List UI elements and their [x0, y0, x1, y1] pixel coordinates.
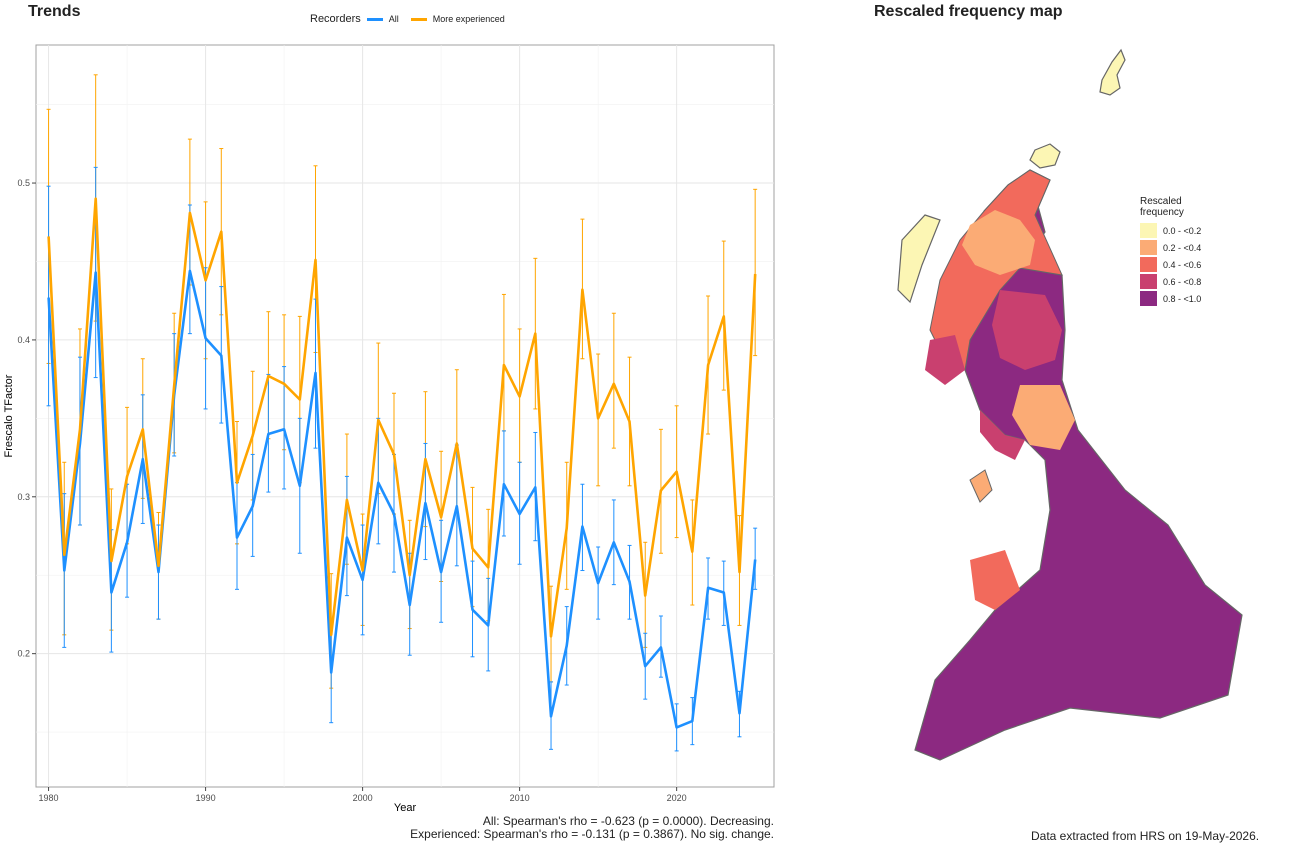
- map-ireland-north: [969, 469, 993, 503]
- plot-panel: [35, 44, 775, 788]
- trend-chart: 1980 1990 2000 2010 2020 0.2 0.3 0.4 0.5 Year Fr…: [3, 44, 775, 814]
- map-legend: Rescaled frequency 0.0 - <0.2 0.2 - <0.4…: [1140, 196, 1201, 307]
- legend-swatch-experienced: [410, 17, 427, 21]
- legend-range-label: 0.6 - <0.8: [1163, 276, 1202, 287]
- legend-swatch: [1140, 274, 1157, 289]
- legend-swatch: [1140, 291, 1157, 306]
- y-tick-label: 0.5: [17, 178, 30, 188]
- map-shetland: [1099, 48, 1126, 96]
- y-axis-label: Frescalo TFactor: [3, 374, 15, 457]
- map-west-isles: [897, 214, 941, 304]
- series-legend: Recorders All More experienced: [310, 13, 505, 25]
- legend-label-all: All: [388, 14, 399, 24]
- legend-range-label: 0.0 - <0.2: [1163, 225, 1202, 236]
- frequency-map: [897, 48, 1243, 761]
- legend-swatch: [1140, 257, 1157, 272]
- y-tick-label: 0.3: [17, 492, 30, 502]
- map-legend-row: 0.6 - <0.8: [1140, 273, 1201, 290]
- legend-range-label: 0.2 - <0.4: [1163, 242, 1202, 253]
- legend-range-label: 0.4 - <0.6: [1163, 259, 1202, 270]
- legend-label-experienced: More experienced: [432, 14, 505, 24]
- x-tick-label: 2000: [353, 793, 373, 803]
- series-line-experienced: [47, 197, 757, 638]
- map-legend-row: 0.0 - <0.2: [1140, 222, 1201, 239]
- legend-swatch: [1140, 223, 1157, 238]
- map-mainland: [914, 169, 1243, 761]
- legend-swatch: [1140, 240, 1157, 255]
- legend-title: Recorders: [310, 13, 361, 25]
- data-extraction-note: Data extracted from HRS on 19-May-2026.: [1031, 829, 1260, 843]
- x-tick-label: 2010: [510, 793, 530, 803]
- map-legend-row: 0.4 - <0.6: [1140, 256, 1201, 273]
- map-legend-title: Rescaled frequency: [1140, 196, 1184, 218]
- x-tick-label: 2020: [667, 793, 687, 803]
- x-tick-label: 1990: [196, 793, 216, 803]
- y-tick-label: 0.4: [17, 335, 30, 345]
- x-axis-label: Year: [394, 802, 417, 814]
- stats-experienced: Experienced: Spearman's rho = -0.131 (p …: [410, 827, 774, 841]
- map-title: Rescaled frequency map: [874, 3, 1063, 20]
- map-legend-row: 0.8 - <1.0: [1140, 290, 1201, 307]
- y-tick-label: 0.2: [17, 649, 30, 659]
- series-lines: [47, 197, 757, 729]
- trends-title: Trends: [28, 3, 81, 20]
- x-tick-label: 1980: [39, 793, 59, 803]
- spearman-stats: All: Spearman's rho = -0.623 (p = 0.0000…: [410, 815, 774, 841]
- map-legend-row: 0.2 - <0.4: [1140, 239, 1201, 256]
- map-orkney: [1029, 143, 1061, 169]
- legend-swatch-all: [366, 17, 383, 21]
- stats-all: All: Spearman's rho = -0.623 (p = 0.0000…: [482, 814, 774, 828]
- legend-range-label: 0.8 - <1.0: [1163, 293, 1202, 304]
- axis-ticks: 1980 1990 2000 2010 2020 0.2 0.3 0.4 0.5: [17, 178, 686, 803]
